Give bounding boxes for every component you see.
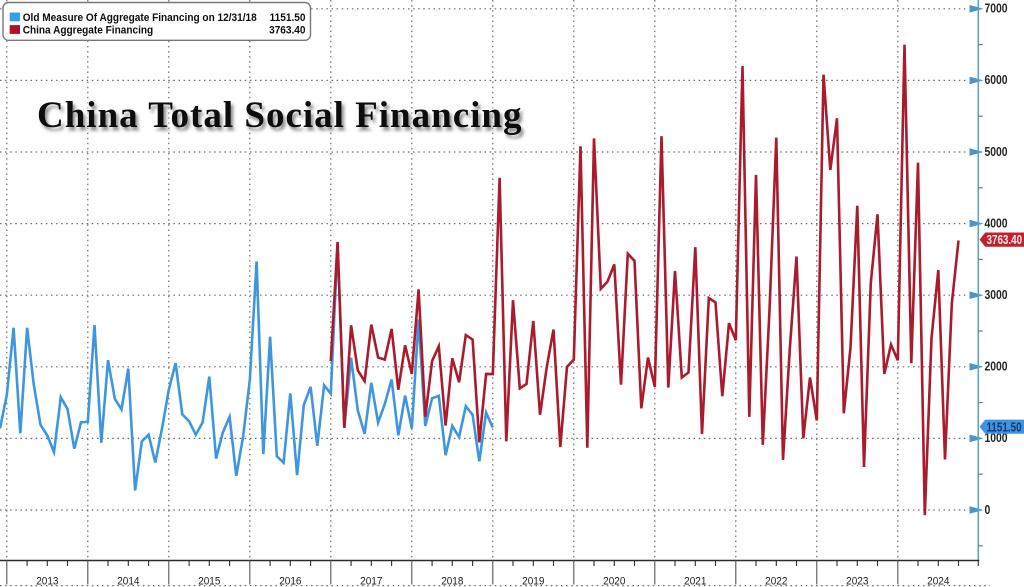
svg-text:2014: 2014 — [117, 575, 139, 587]
svg-text:2024: 2024 — [927, 575, 949, 587]
svg-text:3763.40: 3763.40 — [269, 24, 305, 37]
svg-text:6000: 6000 — [984, 73, 1008, 87]
svg-text:2022: 2022 — [765, 575, 787, 587]
svg-text:3763.40: 3763.40 — [986, 234, 1022, 247]
svg-text:1151.50: 1151.50 — [270, 12, 306, 25]
svg-text:3000: 3000 — [984, 288, 1008, 302]
svg-text:2018: 2018 — [441, 575, 463, 587]
svg-text:5000: 5000 — [984, 145, 1008, 159]
svg-text:7000: 7000 — [984, 2, 1008, 16]
svg-text:4000: 4000 — [984, 216, 1008, 230]
svg-text:2021: 2021 — [684, 575, 706, 587]
svg-text:1151.50: 1151.50 — [986, 421, 1021, 434]
svg-text:2015: 2015 — [198, 575, 220, 587]
svg-text:2020: 2020 — [603, 575, 625, 587]
svg-text:2017: 2017 — [360, 575, 382, 587]
svg-text:2013: 2013 — [36, 575, 58, 587]
svg-text:2019: 2019 — [522, 575, 544, 587]
svg-text:2016: 2016 — [279, 575, 301, 587]
svg-text:1000: 1000 — [984, 431, 1008, 445]
svg-text:2023: 2023 — [846, 575, 868, 587]
svg-text:Old Measure Of Aggregate Finan: Old Measure Of Aggregate Financing on 12… — [23, 12, 257, 25]
svg-text:China Aggregate Financing: China Aggregate Financing — [23, 24, 154, 37]
svg-text:2000: 2000 — [984, 360, 1008, 374]
svg-text:0: 0 — [984, 503, 990, 517]
